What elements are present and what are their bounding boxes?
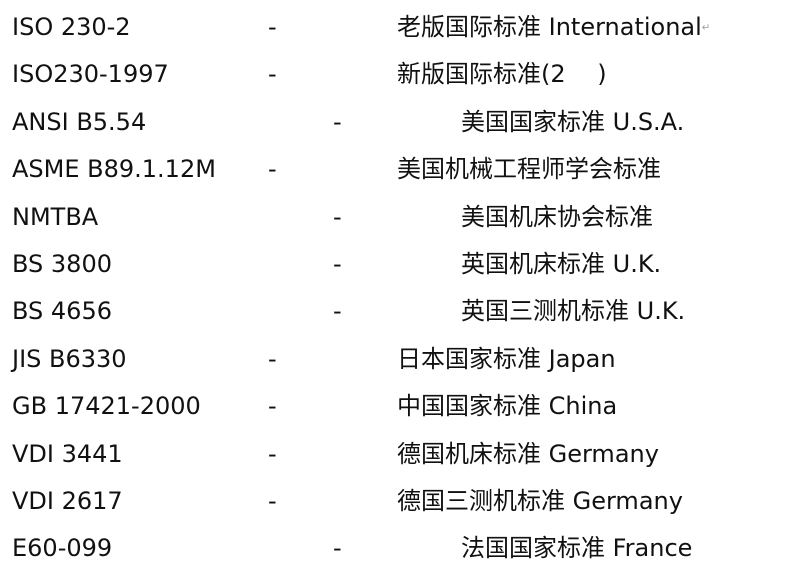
dash-separator: - bbox=[268, 155, 277, 184]
dash-separator: - bbox=[268, 392, 277, 421]
standard-code: JIS B6330 bbox=[12, 344, 127, 373]
standard-description: 新版国际标准(2 ) bbox=[397, 60, 607, 89]
standard-row: NMTBA - 美国机床协会标准 bbox=[0, 194, 810, 241]
standard-description: 英国机床标准 U.K. bbox=[461, 250, 662, 278]
standard-row: ISO230-1997 - 新版国际标准(2 ) bbox=[0, 51, 810, 98]
standard-description: 美国机械工程师学会标准 bbox=[397, 155, 661, 184]
standard-code: ASME B89.1.12M bbox=[12, 155, 216, 184]
standard-code: BS 3800 bbox=[12, 250, 112, 278]
standard-code: E60-099 bbox=[12, 534, 113, 563]
standard-row: ISO 230-2 - 老版国际标准 International↵ bbox=[0, 4, 810, 51]
standard-description: 德国机床标准 Germany bbox=[397, 439, 659, 468]
standard-row: VDI 3441 - 德国机床标准 Germany bbox=[0, 431, 810, 478]
standard-code: GB 17421-2000 bbox=[12, 392, 201, 421]
dash-separator: - bbox=[333, 534, 342, 563]
standard-row: ANSI B5.54 - 美国国家标准 U.S.A. bbox=[0, 99, 810, 146]
standard-row: BS 4656 - 英国三测机标准 U.K. bbox=[0, 288, 810, 335]
standard-code: VDI 3441 bbox=[12, 439, 123, 468]
dash-separator: - bbox=[333, 202, 342, 231]
dash-separator: - bbox=[333, 250, 342, 278]
standard-description: 老版国际标准 International↵ bbox=[397, 13, 711, 41]
standard-row: GB 17421-2000 - 中国国家标准 China bbox=[0, 383, 810, 430]
standard-description: 美国国家标准 U.S.A. bbox=[461, 107, 685, 136]
standard-description: 德国三测机标准 Germany bbox=[397, 487, 683, 515]
standard-description: 法国国家标准 France bbox=[461, 534, 693, 563]
standard-description: 日本国家标准 Japan bbox=[397, 344, 616, 373]
dash-separator: - bbox=[268, 13, 277, 41]
standard-description: 英国三测机标准 U.K. bbox=[461, 297, 686, 326]
standard-row: BS 3800 - 英国机床标准 U.K. bbox=[0, 241, 810, 288]
standard-row: ASME B89.1.12M - 美国机械工程师学会标准 bbox=[0, 146, 810, 193]
dash-separator: - bbox=[268, 60, 277, 89]
dash-separator: - bbox=[333, 297, 342, 326]
standard-code: ISO 230-2 bbox=[12, 13, 131, 41]
standard-code: BS 4656 bbox=[12, 297, 112, 326]
dash-separator: - bbox=[268, 344, 277, 373]
standard-code: ISO230-1997 bbox=[12, 60, 169, 89]
standard-row: JIS B6330 - 日本国家标准 Japan bbox=[0, 336, 810, 383]
dash-separator: - bbox=[333, 107, 342, 136]
paragraph-mark-icon: ↵ bbox=[701, 22, 711, 34]
dash-separator: - bbox=[268, 487, 277, 515]
standard-code: ANSI B5.54 bbox=[12, 107, 147, 136]
standard-description: 中国国家标准 China bbox=[397, 392, 618, 421]
standard-code: VDI 2617 bbox=[12, 487, 123, 515]
standard-row: VDI 2617 - 德国三测机标准 Germany bbox=[0, 478, 810, 525]
standard-code: NMTBA bbox=[12, 202, 99, 231]
standard-description: 美国机床协会标准 bbox=[461, 202, 653, 231]
dash-separator: - bbox=[268, 439, 277, 468]
standard-row: E60-099 - 法国国家标准 France bbox=[0, 525, 810, 572]
